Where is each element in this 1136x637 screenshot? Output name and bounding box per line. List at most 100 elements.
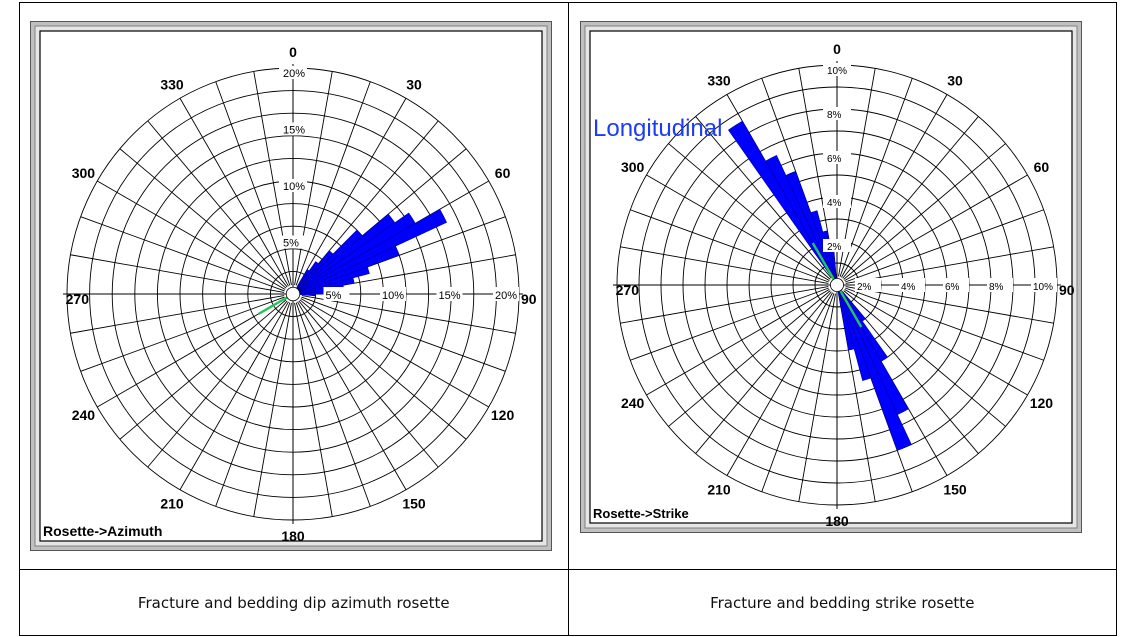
radial-label-bg <box>279 66 307 79</box>
radial-label-bg <box>986 278 1013 292</box>
angle-label: 300 <box>72 165 96 181</box>
figure-table: 5% 10% 15% 20% 5% 10% 15% 20% 0 30 60 90 120 150 180 21… <box>19 2 1117 636</box>
angle-label: 180 <box>281 528 305 544</box>
grid-spoke <box>70 295 285 334</box>
grid-spoke <box>253 302 292 517</box>
radial-label: 6% <box>827 154 842 165</box>
grid-spoke <box>119 299 287 440</box>
radial-label: 5% <box>283 238 299 250</box>
angle-label: 60 <box>495 165 511 181</box>
grid-spoke <box>667 290 831 427</box>
grid-spoke <box>842 143 1006 280</box>
grid-spoke <box>179 98 289 287</box>
angle-labels: 0 30 60 90 120 150 180 210 240 270 300 330 <box>615 41 1074 529</box>
rose-bin <box>830 251 837 286</box>
radial-label: 4% <box>901 282 916 293</box>
grid-spoke <box>301 296 506 372</box>
radial-label: 10% <box>1033 282 1053 293</box>
grid-spoke <box>843 174 1028 281</box>
radial-labels-vertical: 2% 4% 6% 8% 10% <box>822 63 851 253</box>
radial-label-bg <box>380 287 406 301</box>
grid-spoke <box>841 116 979 279</box>
grid-spoke <box>843 289 1028 396</box>
angle-label: 30 <box>406 76 422 92</box>
angle-label: 330 <box>707 73 731 89</box>
grid-spoke <box>70 254 285 293</box>
rose-bin <box>292 245 400 295</box>
grid-spoke <box>295 302 371 507</box>
radial-label-bg <box>822 239 851 252</box>
radial-label-bg <box>493 287 519 301</box>
strike-rosette-chart: 2% 4% 6% 8% 10% 2% 4% 6% 8% 10% 0 30 60 90 120 150 180 21… <box>584 25 1077 529</box>
rose-bin <box>836 284 912 451</box>
radial-label-bg <box>1030 278 1057 292</box>
radial-label: 5% <box>326 290 342 302</box>
grid-spoke <box>300 298 489 408</box>
angle-label: 120 <box>491 407 515 423</box>
center-hub <box>285 286 301 302</box>
angle-label: 330 <box>160 76 184 92</box>
grid-spoke <box>97 180 286 290</box>
radial-label: 15% <box>283 125 305 137</box>
radial-label-bg <box>279 122 307 136</box>
radial-label-bg <box>436 287 463 301</box>
grid-spoke <box>294 71 333 286</box>
radial-label-bg <box>898 278 925 292</box>
azimuth-rosette-chart: 5% 10% 15% 20% 5% 10% 15% 20% 0 30 60 90 120 150 180 21… <box>34 25 548 547</box>
grid-spoke <box>297 98 407 287</box>
grid-spoke <box>844 209 1044 283</box>
rose-bin <box>836 284 871 381</box>
panel-label: Rosette->Azimuth <box>43 523 162 539</box>
grid-spoke <box>726 292 833 476</box>
grid-spoke <box>645 289 830 396</box>
radial-labels-vertical: 5% 10% 15% 20% <box>279 66 307 250</box>
grid-spoke <box>842 290 1006 427</box>
angle-labels: 0 30 60 90 120 150 180 210 240 270 300 330 <box>66 44 537 544</box>
grid-spoke <box>845 246 1054 284</box>
radial-label: 20% <box>495 290 517 302</box>
grid-spoke <box>298 300 439 468</box>
radial-label-bg <box>822 151 851 164</box>
grid-spoke <box>179 301 289 490</box>
grid-spoke <box>301 295 516 334</box>
center-hub <box>829 277 844 292</box>
angle-label: 150 <box>943 481 967 497</box>
angle-label: 210 <box>707 481 731 497</box>
grid-spoke <box>215 302 291 507</box>
grid-spoke <box>147 300 288 468</box>
grid-spoke <box>645 174 830 281</box>
grid-spoke <box>844 287 1044 361</box>
radial-label-bg <box>279 179 307 192</box>
grid-spoke <box>629 287 829 361</box>
radial-label-bg <box>822 107 851 120</box>
grid-spoke <box>845 286 1054 324</box>
radial-label-bg <box>822 63 851 76</box>
angle-label: 30 <box>947 73 963 89</box>
grid-spoke <box>619 286 828 324</box>
radial-label: 20% <box>283 68 305 80</box>
radial-label: 15% <box>439 290 461 302</box>
grid-spoke <box>760 293 834 492</box>
angle-label: 180 <box>825 513 849 529</box>
angle-label: 300 <box>620 159 644 175</box>
radial-label: 4% <box>827 198 842 209</box>
grid-spoke <box>840 94 947 278</box>
radial-label: 10% <box>827 66 847 77</box>
radial-label: 10% <box>382 290 404 302</box>
angle-label: 0 <box>833 41 841 57</box>
radial-label: 6% <box>945 282 960 293</box>
grid-spoke <box>619 246 828 284</box>
angle-label: 240 <box>620 395 644 411</box>
grid-spoke <box>97 298 286 408</box>
azimuth-rosette-frame: 5% 10% 15% 20% 5% 10% 15% 20% 0 30 60 90 120 150 180 21… <box>30 21 552 551</box>
angle-label: 120 <box>1029 395 1053 411</box>
grid-spoke <box>147 120 288 288</box>
grid-spoke <box>119 148 287 289</box>
grid-spoke <box>667 143 831 280</box>
rose-bin <box>836 284 854 351</box>
grid-spoke <box>299 299 467 440</box>
rose-bins <box>292 208 448 297</box>
rose-bin <box>784 170 837 286</box>
left-figure-cell: 5% 10% 15% 20% 5% 10% 15% 20% 0 30 60 90 120 150 180 21… <box>19 2 569 570</box>
grid-spoke <box>797 293 836 502</box>
